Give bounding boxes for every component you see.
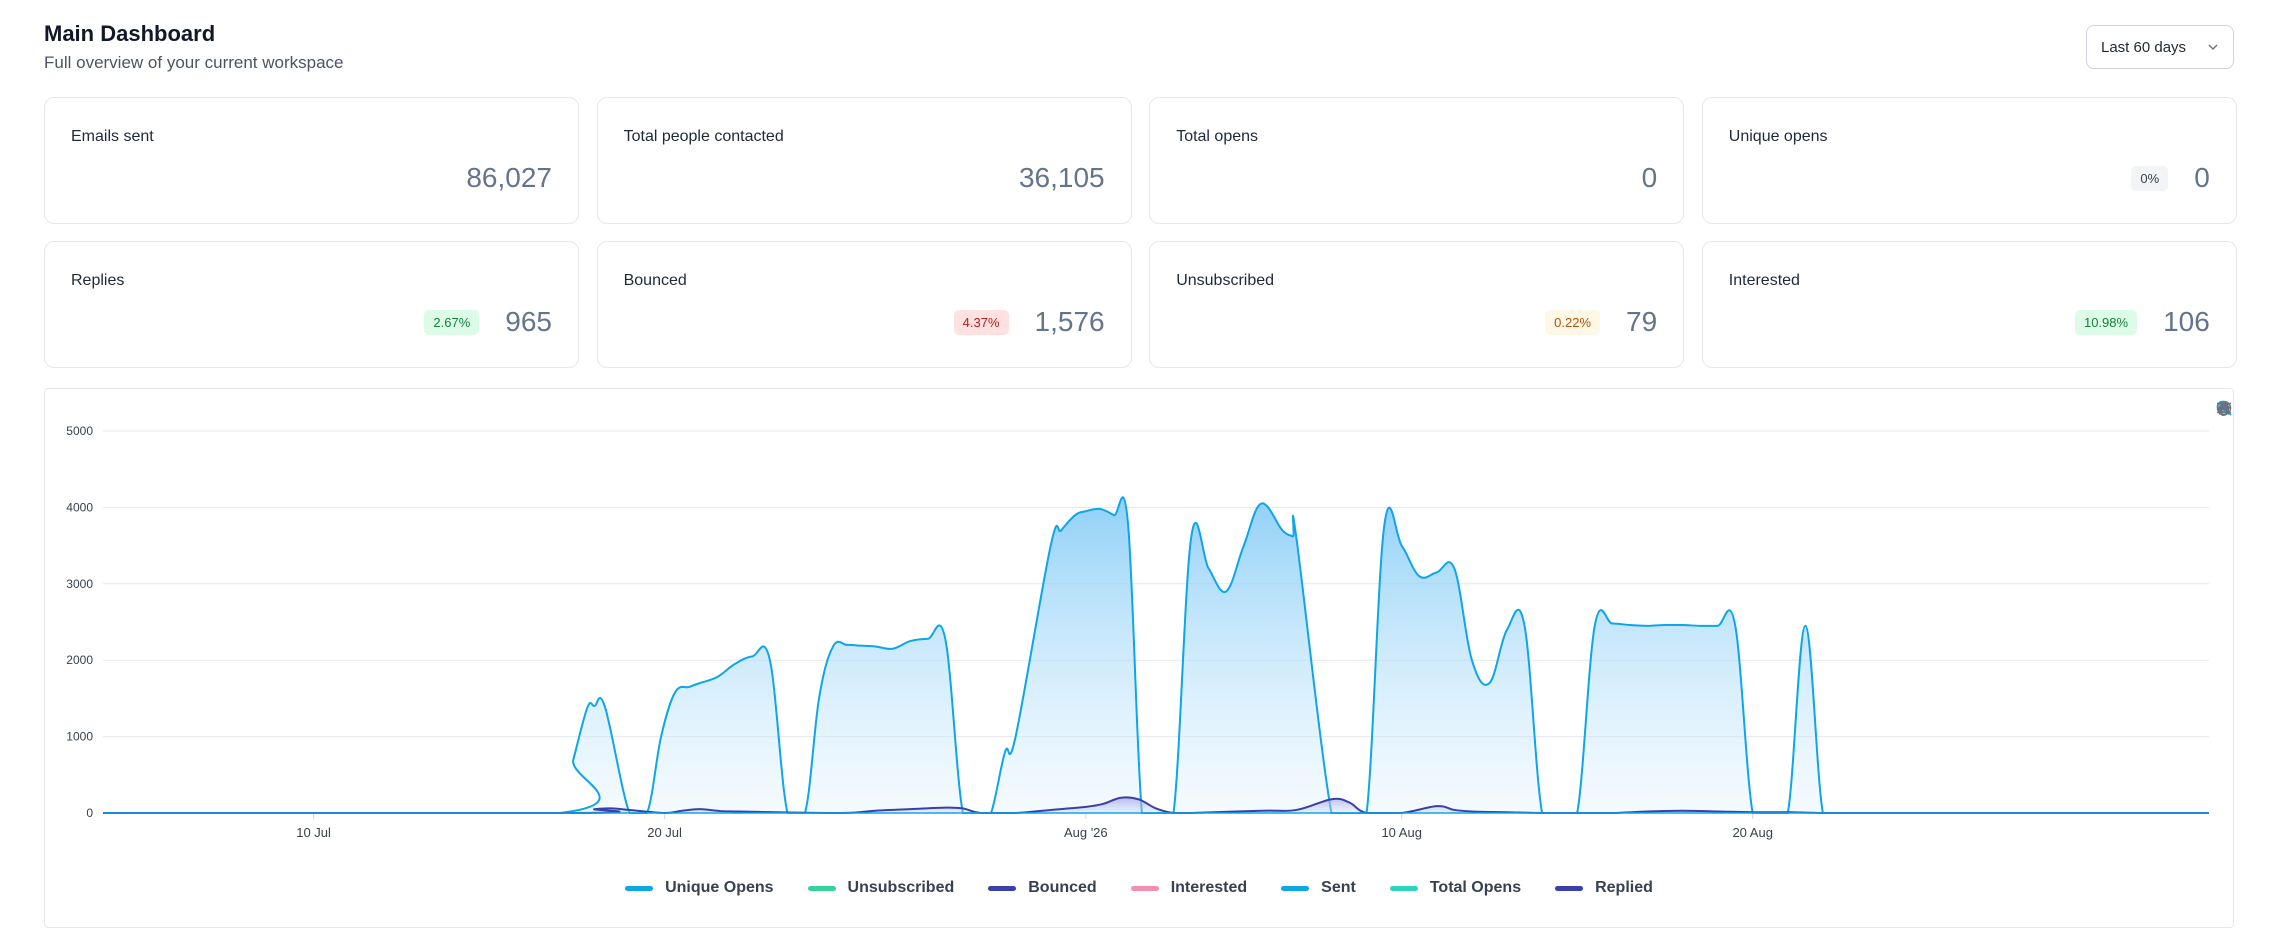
page-header: Main Dashboard Full overview of your cur… [44,20,344,74]
legend-item[interactable]: Unique Opens [625,879,774,897]
stat-card: Interested 10.98% 106 [1701,241,2237,368]
y-tick-label: 0 [86,806,93,820]
chart-canvas: 5000 4000 3000 2000 1000 0 10 Jul 20 Jul Aug '26… [66,424,2209,840]
stat-card-label: Unsubscribed [1176,272,1275,289]
page-subtitle: Full overview of your current workspace [44,53,344,72]
legend-item[interactable]: Interested [1130,879,1248,897]
stat-card: Unique opens 0% 0 [1701,97,2237,224]
stat-card-value: 0 [2194,162,2210,193]
stat-card-label: Unique opens [1728,128,1828,145]
legend-item[interactable]: Total Opens [1389,879,1522,897]
activity-chart: 5000 4000 3000 2000 1000 0 10 Jul 20 Jul Aug '26… [44,388,2234,928]
legend-label: Unsubscribed [847,879,955,896]
stat-card: Total people contacted 36,105 [596,97,1132,224]
stat-card-value: 0 [1641,162,1658,193]
stat-card: Emails sent 86,027 [44,97,579,224]
stat-card: Bounced 4.37% 1,576 [596,241,1132,368]
stat-card: Unsubscribed 0.22% 79 [1149,241,1685,368]
sent-series-area [103,497,2209,813]
stat-card-label: Total people contacted [623,128,784,145]
stat-card-value-row: 4.37% 1,576 [953,306,1105,338]
stat-card-value-row: 0 [1642,162,1658,194]
sent-series-line [103,496,2209,815]
legend-item[interactable]: Replied [1555,879,1653,897]
y-tick-label: 3000 [66,577,93,591]
legend-swatch [1281,885,1310,891]
legend-swatch [988,885,1017,891]
stat-card-value: 965 [505,306,552,337]
x-tick-label: 10 Jul [296,825,331,840]
legend-swatch [1555,885,1584,891]
legend-label: Total Opens [1429,879,1522,896]
stat-card-label: Interested [1728,272,1800,289]
legend-swatch [1389,885,1418,891]
stat-card-value-row: 86,027 [466,162,552,194]
y-tick-label: 4000 [66,500,93,514]
chevron-down-icon [2208,44,2218,50]
x-tick-label: 20 Aug [1732,825,1773,840]
stat-card-label: Replies [71,272,125,289]
legend-item[interactable]: Unsubscribed [807,879,955,897]
stat-card-value: 36,105 [1018,162,1105,193]
stat-card-value-row: 0% 0 [2131,162,2210,194]
y-tick-label: 2000 [66,653,93,667]
stats-cards: Emails sent 86,027 Total people contacted 3… [44,97,2237,368]
legend-label: Interested [1170,879,1248,896]
legend-swatch [625,885,654,891]
legend-label: Unique Opens [665,879,774,896]
chart-legend: Unique Opens Unsubscribed Bounced Intereste… [45,879,2233,897]
stat-card-value: 79 [1626,306,1658,337]
stat-card-value-row: 2.67% 965 [424,306,552,338]
y-tick-label: 5000 [66,424,93,438]
stat-card-value: 106 [2163,306,2210,337]
stat-card: Replies 2.67% 965 [44,241,579,368]
stat-percent-badge: 2.67% [424,309,480,335]
stat-card-label: Total opens [1176,128,1259,145]
page-title: Main Dashboard [44,21,216,46]
stat-card-value-row: 36,105 [1019,162,1105,194]
stat-card-value-row: 10.98% 106 [2074,306,2210,338]
legend-label: Sent [1321,879,1356,896]
replied-series-area [103,797,2209,813]
stat-card-value: 1,576 [1034,306,1105,337]
x-tick-label: 10 Aug [1381,825,1422,840]
legend-swatch [807,885,836,891]
menu-icon[interactable] [2215,399,2233,417]
stat-percent-badge: 0.22% [1545,309,1601,335]
legend-item[interactable]: Sent [1281,879,1356,897]
stat-card: Total opens 0 [1149,97,1685,224]
y-tick-label: 1000 [66,730,93,744]
stat-card-value: 86,027 [466,162,552,193]
stat-card-value-row: 0.22% 79 [1545,306,1657,338]
stat-card-label: Emails sent [71,128,154,145]
date-range-value: Last 60 days [2101,38,2187,56]
date-range-select[interactable]: Last 60 days [2086,25,2234,69]
stat-card-label: Bounced [623,272,687,289]
legend-label: Bounced [1028,879,1097,896]
x-tick-label: 20 Jul [647,825,682,840]
stat-percent-badge: 0% [2131,165,2169,191]
stat-percent-badge: 10.98% [2074,309,2138,335]
legend-label: Replied [1595,879,1653,896]
legend-item[interactable]: Bounced [988,879,1097,897]
x-tick-label: Aug '26 [1064,825,1108,840]
stat-percent-badge: 4.37% [953,309,1009,335]
legend-swatch [1130,885,1159,891]
